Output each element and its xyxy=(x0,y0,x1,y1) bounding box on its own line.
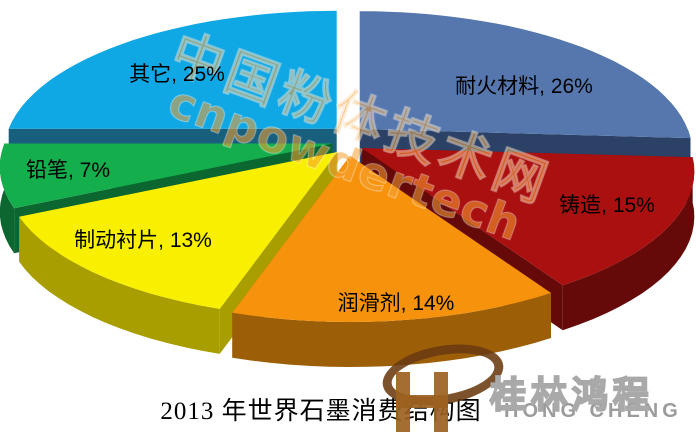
logo-brand-latin: HONG CHENG xyxy=(504,400,682,422)
pie-slice-top-1 xyxy=(361,148,695,286)
pie-data-label-2: 润滑剂, 14% xyxy=(337,292,455,315)
pie-data-label-3: 制动衬片, 13% xyxy=(74,229,212,252)
logo-h-icon xyxy=(396,395,448,408)
pie-data-label-5: 其它, 25% xyxy=(129,63,225,86)
pie-slice-rim-wall-1 xyxy=(562,157,695,331)
pie-slice-top-4 xyxy=(0,143,333,209)
pie-data-label-0: 耐火材料, 26% xyxy=(455,75,593,98)
pie-slice-rim-wall-3 xyxy=(19,216,220,354)
pie-slice-top-3 xyxy=(19,152,338,309)
pie-slice-top-2 xyxy=(232,155,552,322)
pie-data-label-1: 铸造, 15% xyxy=(559,194,655,217)
pie-slice-top-0 xyxy=(359,11,691,139)
pie-slice-rim-wall-2 xyxy=(232,293,552,367)
logo-brand-name: 桂林鸿程 xyxy=(489,373,655,416)
pie-slice-top-5 xyxy=(8,10,337,129)
pie-data-label-4: 铅笔, 7% xyxy=(25,159,111,182)
